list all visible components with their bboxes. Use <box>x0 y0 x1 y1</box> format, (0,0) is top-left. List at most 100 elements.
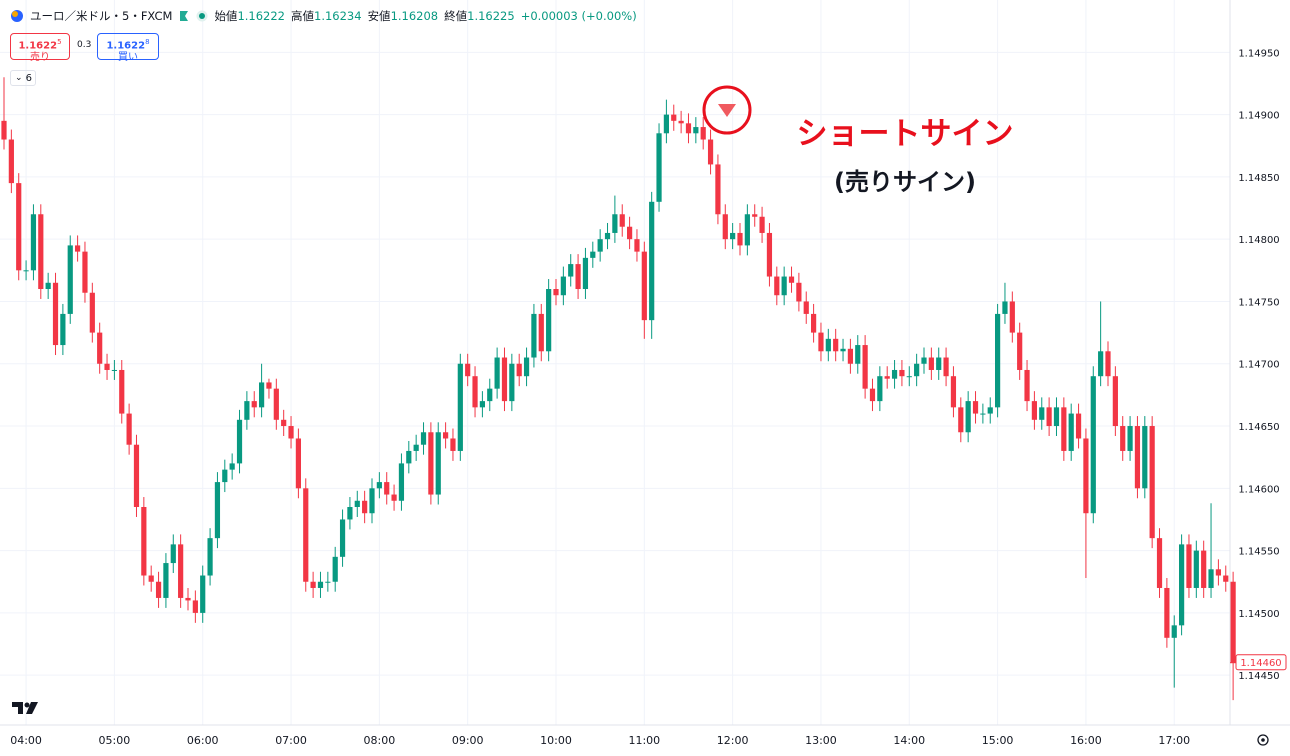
candle-body <box>707 139 714 165</box>
candle-body <box>8 139 14 184</box>
indicators-toggle[interactable]: ⌄ 6 <box>10 70 36 86</box>
logo-v <box>26 702 38 714</box>
candle-body <box>958 407 964 433</box>
candle-body <box>1208 569 1214 588</box>
candle-body <box>877 376 883 402</box>
sell-button[interactable]: 1.16225 売り <box>10 33 70 63</box>
candle-body <box>921 357 927 364</box>
candle-body <box>1179 544 1185 626</box>
signal-circle <box>702 85 752 135</box>
ohlc-values: 始値1.16222 高値1.16234 安値1.16208 終値1.16225 <box>214 8 514 24</box>
candle-body <box>369 488 375 514</box>
candle-body <box>715 164 721 215</box>
candle-body <box>531 313 537 358</box>
flag-icon[interactable] <box>178 10 190 22</box>
indicator-count: 6 <box>25 73 32 84</box>
ohlc-value: 1.16208 <box>390 9 439 23</box>
candle-body <box>788 276 795 283</box>
sell-price: 1.1622 <box>18 40 58 52</box>
buy-button[interactable]: 1.16228 買い <box>97 33 159 64</box>
candle-body <box>678 120 684 124</box>
candle-body <box>303 488 309 582</box>
candle-body <box>339 519 346 557</box>
candle-body <box>420 432 427 445</box>
candle-body <box>244 401 250 420</box>
ohlc-label: 終値 <box>444 9 468 23</box>
candle-body <box>1075 413 1082 439</box>
candle-body <box>582 257 589 290</box>
signal-arrow <box>718 104 736 117</box>
buy-pip: 8 <box>145 38 150 46</box>
candle-body <box>501 357 508 402</box>
candle-body <box>457 363 463 451</box>
candle-body <box>1142 426 1148 489</box>
candle-body <box>781 276 787 296</box>
candle-body <box>178 544 184 598</box>
candle-body <box>906 376 912 378</box>
candle-body <box>987 407 993 414</box>
candle-body <box>627 226 633 240</box>
candle-body <box>185 597 191 601</box>
x-tick-label: 10:00 <box>540 734 572 747</box>
candle-body <box>914 363 920 377</box>
candle-body <box>1039 407 1045 420</box>
candle-body <box>97 332 103 364</box>
x-tick-label: 08:00 <box>364 734 396 747</box>
x-tick-label: 14:00 <box>893 734 925 747</box>
candle-body <box>685 123 692 134</box>
candle-body <box>663 114 669 134</box>
y-tick-label: 1.14750 <box>1238 297 1279 308</box>
status-dot <box>196 10 208 22</box>
x-tick-label: 04:00 <box>10 734 42 747</box>
candle-body <box>1171 625 1177 638</box>
candle-body <box>538 313 544 352</box>
candle-body <box>612 214 618 233</box>
annotation-subtitle: (売りサイン) <box>834 168 976 196</box>
gear[interactable] <box>1257 734 1269 746</box>
candle-body <box>16 183 22 271</box>
candle-body <box>840 348 846 352</box>
candle-body <box>133 444 140 508</box>
y-tick-label: 1.14900 <box>1238 111 1279 122</box>
candle-body <box>376 482 382 489</box>
candle-body <box>1068 413 1074 451</box>
candle-body <box>833 338 839 352</box>
candle-body <box>200 575 206 613</box>
candle-body <box>236 419 243 464</box>
candle-body <box>509 363 515 402</box>
candle-body <box>141 507 147 576</box>
tradingview-logo <box>12 702 38 714</box>
buy-label: 買い <box>118 52 138 64</box>
candle-body <box>465 363 471 377</box>
candle-body <box>259 382 265 408</box>
candle-body <box>487 388 493 402</box>
candle-body <box>546 289 552 352</box>
candle-body <box>45 282 51 290</box>
candle-body <box>656 133 662 202</box>
buy-price: 1.1622 <box>106 40 146 52</box>
candle-body <box>384 482 390 495</box>
candle-body <box>722 214 728 240</box>
x-tick-label: 06:00 <box>187 734 219 747</box>
sell-pip: 5 <box>57 38 62 46</box>
candle-body <box>950 376 957 408</box>
candle-body <box>965 401 971 433</box>
ohlc-label: 安値 <box>367 9 391 23</box>
candle-body <box>1112 376 1118 427</box>
candle-body <box>891 369 898 379</box>
symbol-icon <box>11 10 23 22</box>
candle-body <box>796 282 802 302</box>
candle-body <box>641 251 647 321</box>
candle-body <box>229 463 235 470</box>
candle-body <box>1046 407 1052 427</box>
candle-body <box>266 382 272 389</box>
candle-body <box>155 581 162 598</box>
settings-icon[interactable] <box>1257 734 1269 746</box>
candles <box>1 77 1236 701</box>
candle-body <box>148 575 154 582</box>
candle-body <box>995 313 1001 408</box>
ohlc-value: 1.16225 <box>467 9 515 23</box>
candle-body <box>362 500 368 514</box>
candle-body <box>1090 376 1096 514</box>
candle-body <box>1031 401 1037 420</box>
